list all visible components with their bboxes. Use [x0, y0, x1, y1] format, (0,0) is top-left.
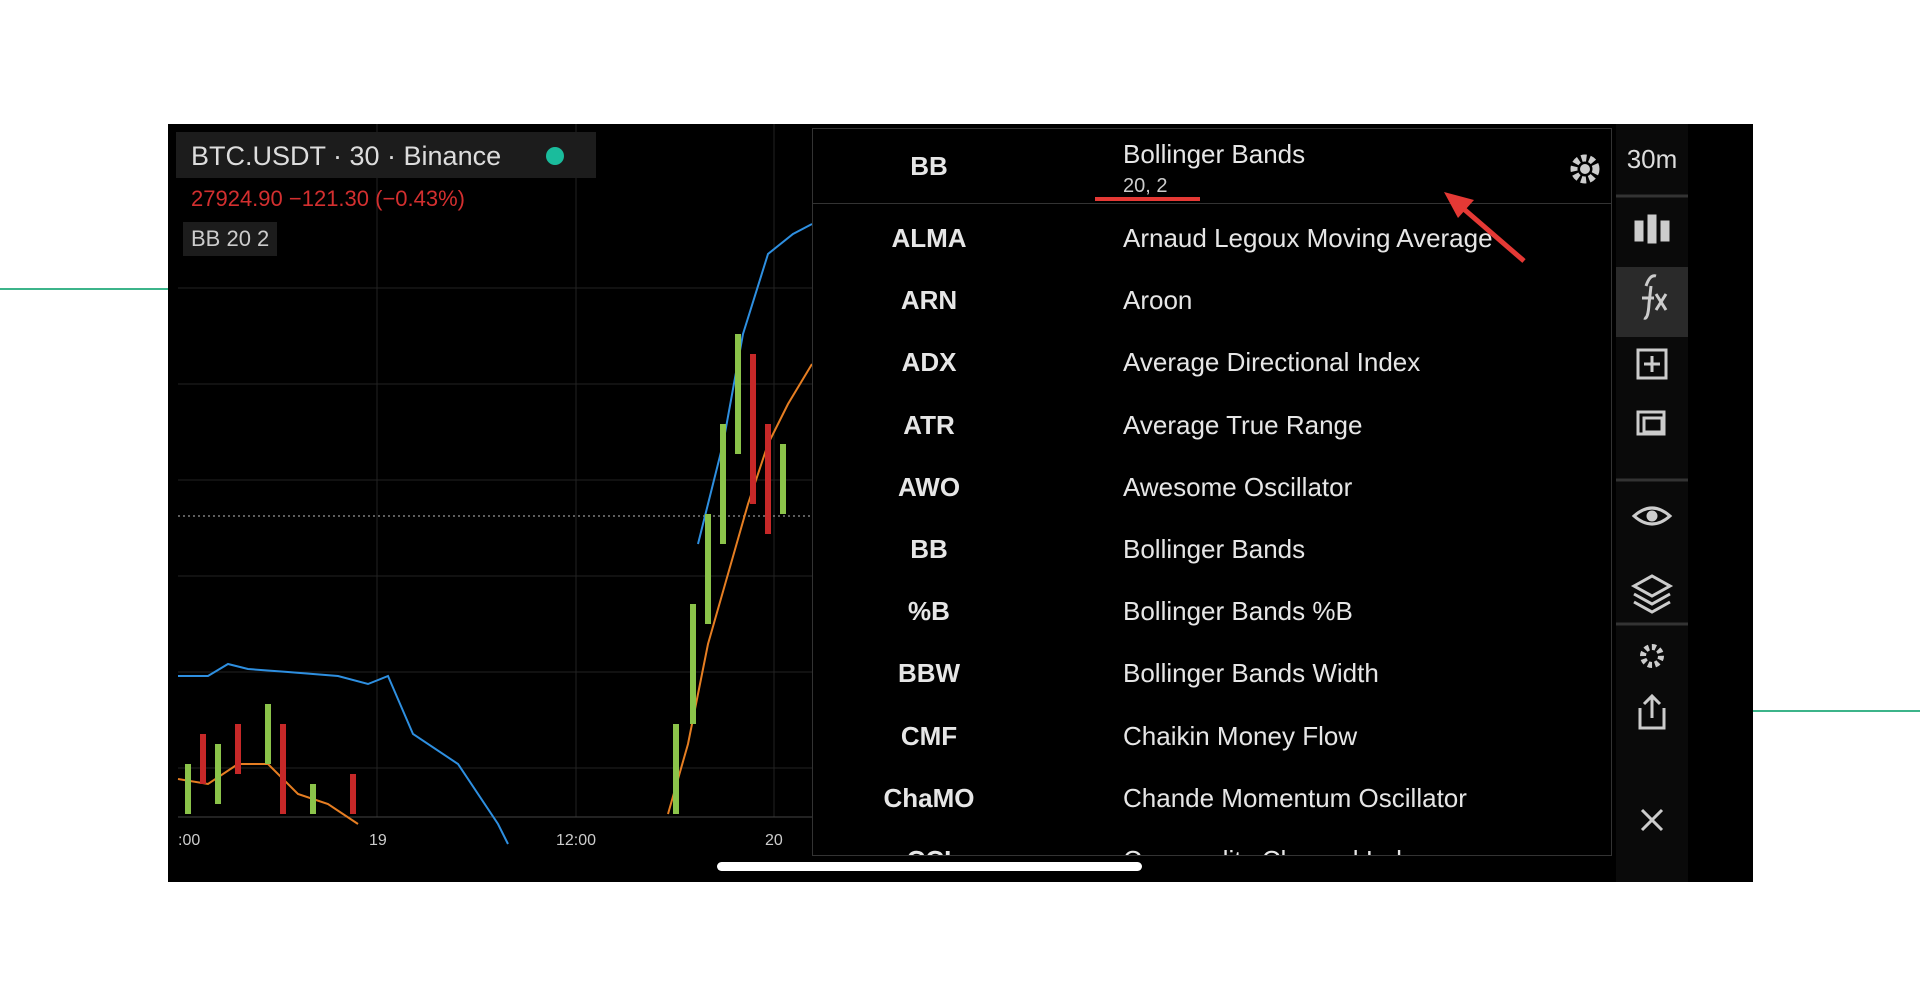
indicator-row[interactable]: BBW Bollinger Bands Width: [813, 642, 1611, 704]
app-screen: BTC.USDT · 30 · Binance 27924.90 −121.30…: [168, 124, 1753, 882]
indicator-code: ARN: [900, 285, 958, 316]
indicator-row[interactable]: ADX Average Directional Index: [813, 331, 1611, 393]
x-tick-label: 20: [765, 832, 783, 849]
x-tick-label: 19: [369, 832, 387, 849]
toolbar-icons: [1616, 194, 1688, 832]
indicator-code: BB: [910, 534, 948, 564]
x-tick-label: 12:00: [556, 832, 597, 849]
indicator-code: ChaMO: [883, 782, 975, 813]
indicator-legend[interactable]: BB 20 2: [183, 222, 278, 256]
indicator-row[interactable]: CCI Commodity Channel Index: [813, 829, 1611, 855]
home-indicator: [717, 862, 1142, 871]
indicator-code: BBW: [897, 658, 961, 689]
chart: [177, 124, 813, 845]
symbol-title: BTC.USDT · 30 · Binance: [191, 141, 502, 171]
indicator-name: Aroon: [1123, 285, 1193, 316]
indicator-name: Chaikin Money Flow: [1123, 720, 1358, 751]
indicator-row[interactable]: CMF Chaikin Money Flow: [813, 705, 1611, 767]
indicator-name: Commodity Channel Index: [1123, 845, 1429, 855]
interval-button[interactable]: 30m: [1626, 144, 1678, 174]
legend-box: [176, 132, 596, 178]
toolbar: 30m: [1616, 124, 1688, 882]
active-code: BB: [910, 151, 948, 181]
indicator-code: ATR: [903, 409, 955, 440]
panel-header: [813, 129, 1611, 204]
indicator-row[interactable]: ALMA Arnaud Legoux Moving Average: [813, 207, 1611, 269]
settings-icon[interactable]: [1563, 147, 1607, 191]
indicator-name: Average True Range: [1123, 409, 1363, 440]
price: 27924.90 −121.30 (−0.43%): [191, 186, 466, 211]
indicator-name: Bollinger Bands %B: [1123, 596, 1353, 627]
indicator-row[interactable]: ARN Aroon: [813, 269, 1611, 331]
indicator-code: AWO: [897, 471, 961, 502]
indicator-name: Bollinger Bands: [1123, 534, 1306, 564]
x-tick-label: :00: [178, 832, 201, 849]
deco-line: [0, 288, 168, 290]
deco-line: [1753, 710, 1920, 712]
indicator-code: %B: [908, 596, 950, 627]
indicator-row[interactable]: AWO Awesome Oscillator: [813, 456, 1611, 518]
indicator-code: CMF: [900, 720, 958, 751]
highlight-underline: [1095, 197, 1200, 201]
indicators-button-active[interactable]: [1616, 267, 1688, 337]
indicator-name: Average Directional Index: [1123, 347, 1421, 378]
indicator-name: Awesome Oscillator: [1123, 471, 1353, 502]
indicator-row[interactable]: BB Bollinger Bands: [813, 518, 1611, 580]
indicator-code: ADX: [901, 347, 957, 378]
indicator-list: ALMA Arnaud Legoux Moving Average ARN Aroon…: [813, 207, 1611, 855]
active-params: 20, 2: [1123, 175, 1168, 197]
indicator-row[interactable]: ATR Average True Range: [813, 394, 1611, 456]
indicator-row[interactable]: ChaMO Chande Momentum Oscillator: [813, 767, 1611, 829]
indicator-name: Arnaud Legoux Moving Average: [1123, 223, 1493, 253]
indicator-name: Bollinger Bands Width: [1123, 658, 1379, 689]
status-dot: [546, 147, 564, 165]
indicator-row[interactable]: %B Bollinger Bands %B: [813, 580, 1611, 642]
indicator-panel: BB Bollinger Bands 20, 2 ALMA Arnaud Lego…: [812, 128, 1612, 856]
indicator-code: ALMA: [891, 223, 967, 253]
indicator-name: Chande Momentum Oscillator: [1123, 782, 1467, 813]
indicator-code: CCI: [813, 845, 1045, 855]
active-name: Bollinger Bands: [1123, 139, 1306, 169]
